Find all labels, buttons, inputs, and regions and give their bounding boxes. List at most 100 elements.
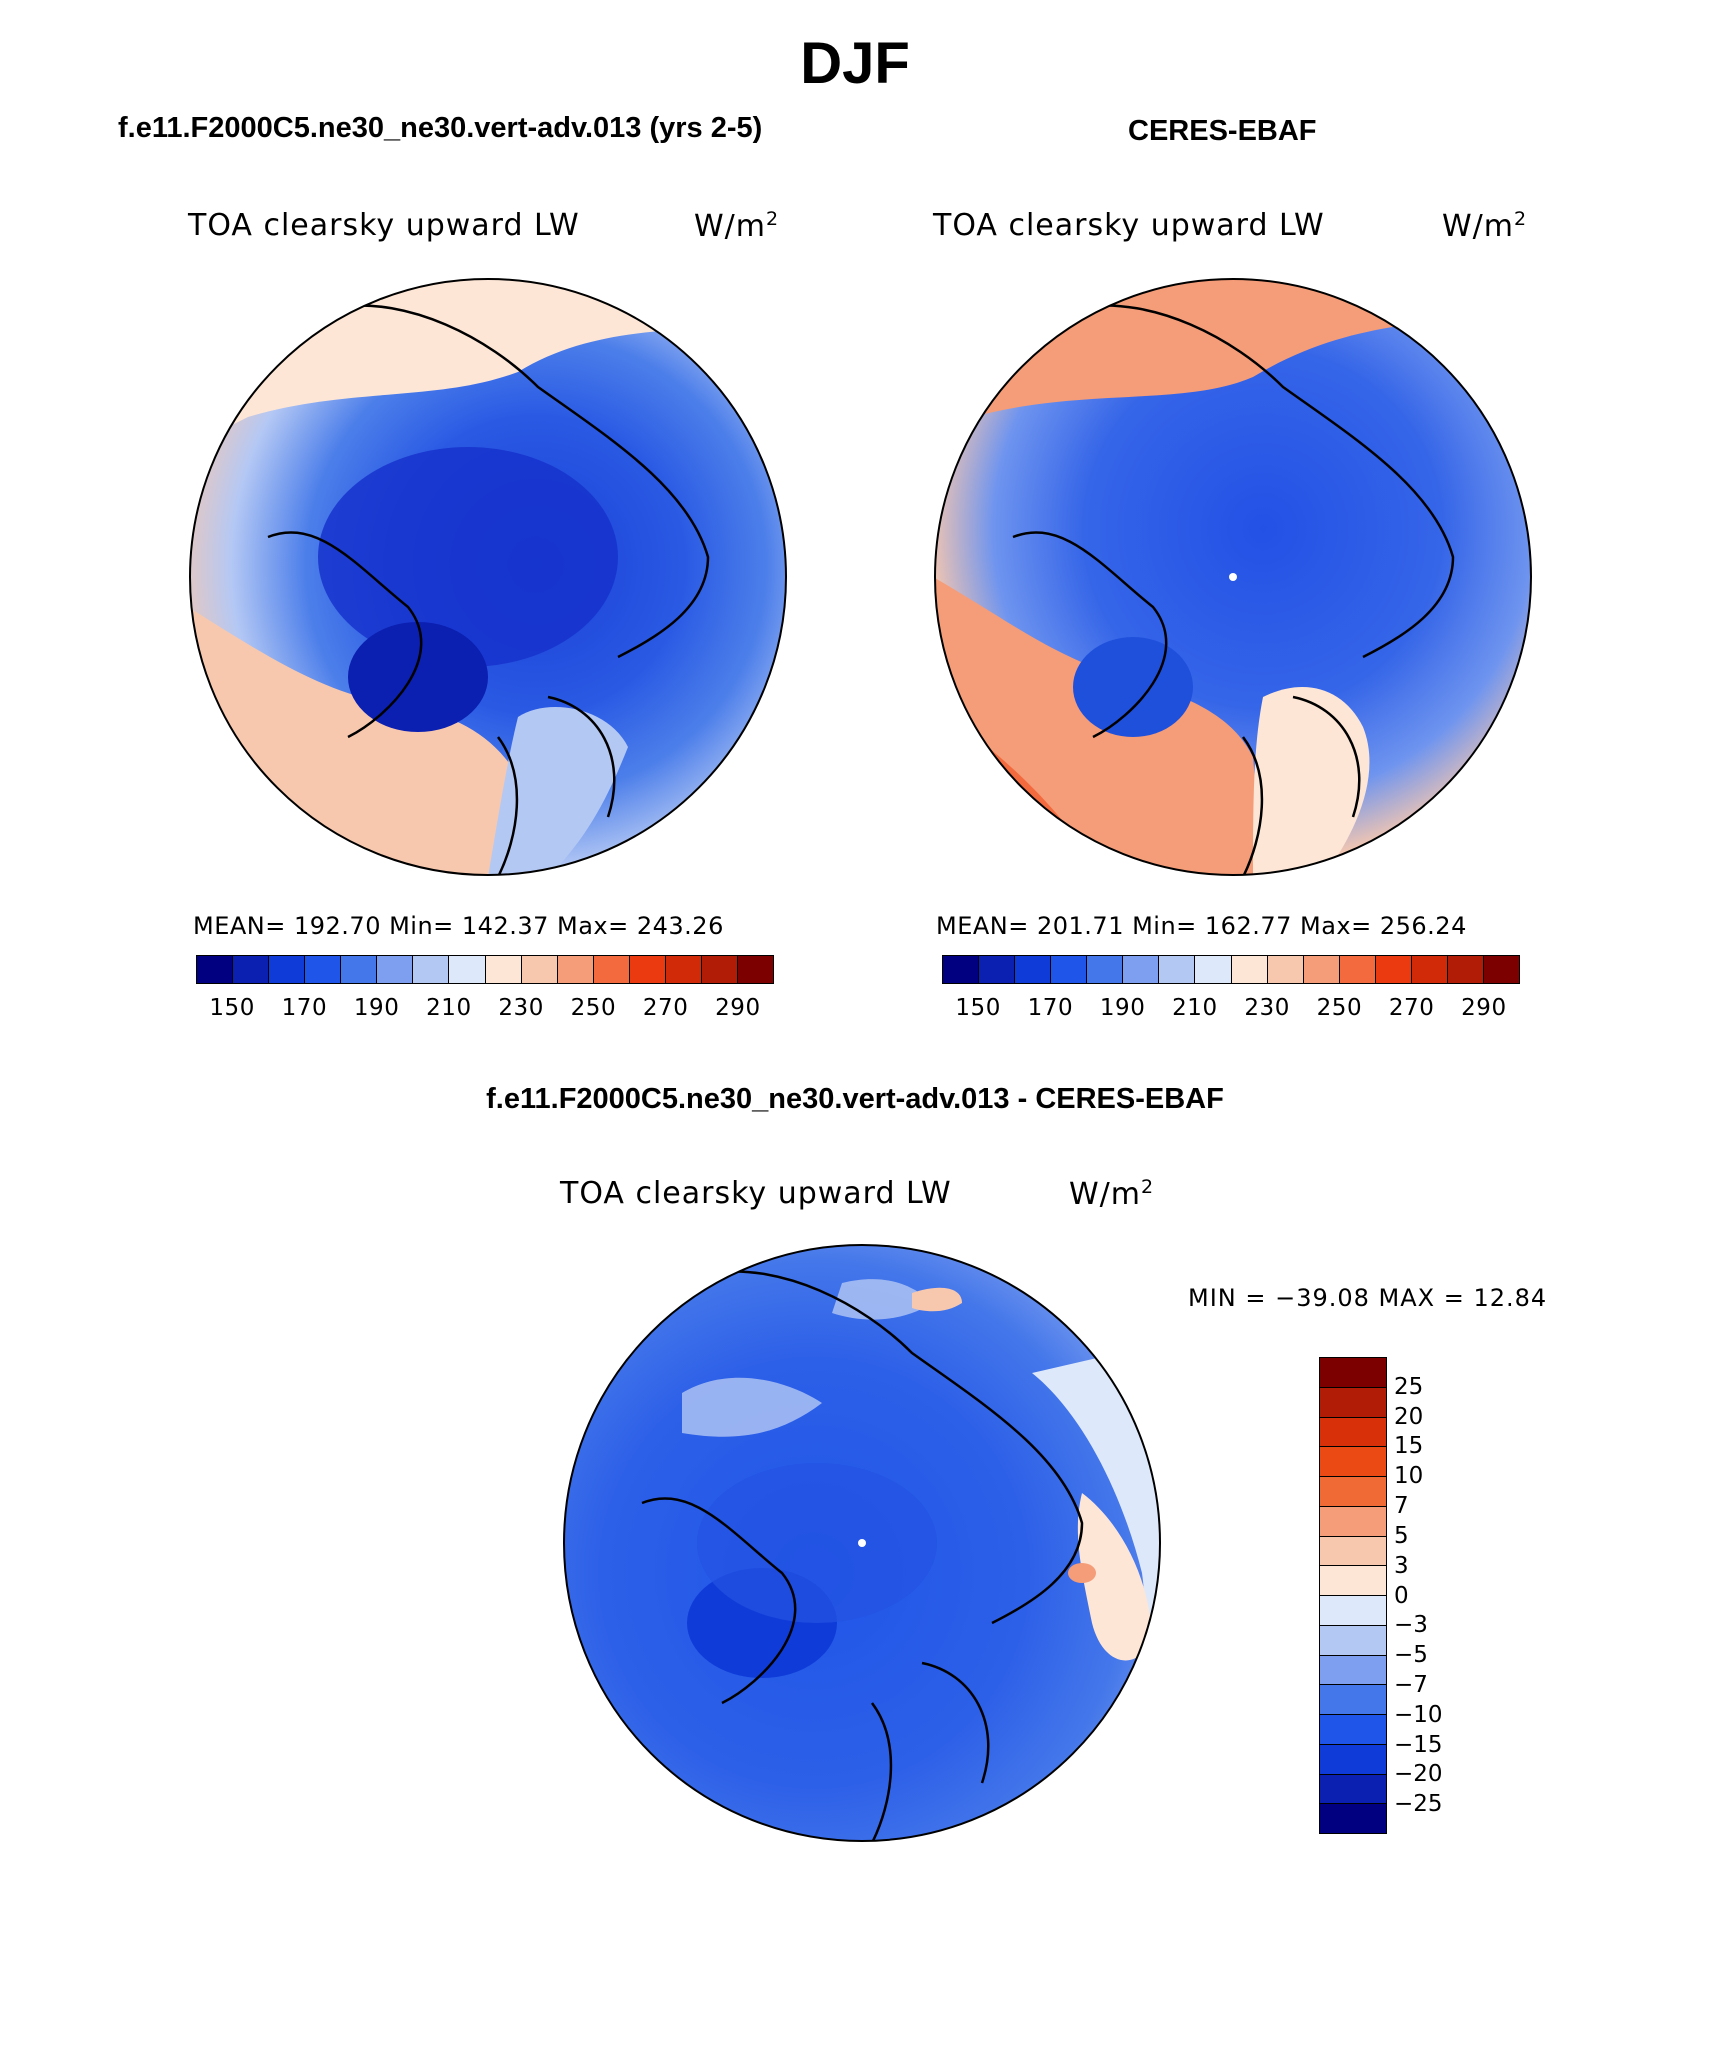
diff-colorbar-cell — [1320, 1685, 1386, 1715]
obs-colorbar-tick-label: 150 — [955, 995, 1001, 1021]
obs-colorbar-cell — [1015, 956, 1052, 983]
model-colorbar-cell — [341, 956, 378, 983]
diff-polar-map — [563, 1244, 1161, 1842]
obs-variable-label: TOA clearsky upward LW — [933, 208, 1325, 243]
model-unit-label: W/m2 — [694, 208, 780, 244]
model-colorbar-cell — [737, 956, 773, 983]
diff-colorbar-tick-label: 15 — [1394, 1433, 1424, 1460]
obs-colorbar-cell — [1483, 956, 1519, 983]
diff-east-warm-region — [1077, 1493, 1152, 1661]
diff-panel-title: f.e11.F2000C5.ne30_ne30.vert-adv.013 - C… — [486, 1083, 1224, 1115]
diff-colorbar-ticks: 25 20 15 10 7 5 3 0 −3 −5 −7 −10 −15 −20 −25 — [1394, 1357, 1484, 1834]
obs-colorbar-cell — [1339, 956, 1376, 983]
model-map-border — [189, 278, 787, 876]
obs-colorbar-cell — [979, 956, 1016, 983]
model-colorbar-ticks: 150 170 190 210 230 250 270 290 — [196, 995, 774, 1025]
model-colorbar-cell — [557, 956, 594, 983]
obs-map-border — [934, 278, 1532, 876]
model-stats: MEAN= 192.70 Min= 142.37 Max= 243.26 — [193, 912, 724, 940]
obs-stats: MEAN= 201.71 Min= 162.77 Max= 256.24 — [936, 912, 1467, 940]
obs-coastlines — [1012, 304, 1455, 875]
diff-east-near-zero-region — [1032, 1343, 1160, 1763]
diff-colorbar-cell — [1320, 1625, 1386, 1656]
diff-colorbar-tick-label: 5 — [1394, 1522, 1409, 1549]
obs-colorbar-cell — [1411, 956, 1448, 983]
obs-unit-label: W/m2 — [1442, 208, 1528, 244]
model-colorbar-tick-label: 170 — [281, 995, 328, 1021]
obs-panel-title: CERES-EBAF — [1128, 115, 1317, 147]
obs-colorbar-ticks: 150 170 190 210 230 250 270 290 — [942, 995, 1520, 1025]
model-greenland-cold — [348, 622, 488, 732]
diff-warm-spot — [1068, 1563, 1096, 1583]
model-colorbar-tick-label: 250 — [570, 995, 617, 1021]
model-colorbar-tick-label: 290 — [715, 995, 761, 1021]
model-colorbar-cell — [377, 956, 414, 983]
obs-colorbar-cell — [1231, 956, 1268, 983]
diff-colorbar-cell — [1320, 1506, 1386, 1537]
obs-colorbar — [942, 955, 1520, 984]
diff-variable-label: TOA clearsky upward LW — [560, 1176, 952, 1211]
model-cold-core — [318, 447, 618, 667]
diff-colorbar-cell — [1320, 1536, 1386, 1567]
model-colorbar-cell — [593, 956, 630, 983]
diff-colorbar-cell — [1320, 1774, 1386, 1805]
diff-colorbar-tick-label: 20 — [1394, 1403, 1424, 1430]
diff-colorbar-tick-label: −5 — [1394, 1642, 1428, 1669]
model-colorbar-cell — [521, 956, 558, 983]
model-colorbar-cell — [197, 956, 234, 983]
obs-colorbar-cell — [1303, 956, 1340, 983]
model-variable-label: TOA clearsky upward LW — [188, 208, 580, 243]
model-colorbar-cell — [701, 956, 738, 983]
diff-colorbar-tick-label: 10 — [1394, 1463, 1424, 1490]
diff-colorbar-cell — [1320, 1596, 1386, 1626]
model-colorbar-cell — [233, 956, 270, 983]
diff-coastlines — [641, 1270, 1084, 1841]
obs-colorbar-cell — [1267, 956, 1304, 983]
diff-light-patch-west — [682, 1377, 822, 1437]
diff-colorbar-tick-label: −10 — [1394, 1701, 1443, 1728]
obs-colorbar-cell — [1195, 956, 1232, 983]
diff-unit-label: W/m2 — [1069, 1176, 1155, 1212]
obs-colorbar-tick-label: 230 — [1244, 995, 1290, 1021]
diff-colorbar-tick-label: 0 — [1394, 1582, 1409, 1609]
obs-greenland-region — [1073, 637, 1193, 737]
model-coastlines — [267, 304, 710, 875]
diff-colorbar-tick-label: −25 — [1394, 1791, 1443, 1818]
model-colorbar-cell — [665, 956, 702, 983]
diff-map-border — [563, 1244, 1161, 1842]
diff-colorbar-tick-label: −3 — [1394, 1612, 1428, 1639]
model-colorbar-tick-label: 150 — [209, 995, 255, 1021]
model-colorbar-cell — [485, 956, 522, 983]
obs-colorbar-cell — [1447, 956, 1484, 983]
figure-title: DJF — [800, 31, 910, 96]
diff-colorbar-tick-label: 7 — [1394, 1493, 1409, 1520]
model-colorbar-tick-label: 230 — [498, 995, 544, 1021]
diff-colorbar-cell — [1320, 1655, 1386, 1686]
diff-colorbar-cell — [1320, 1744, 1386, 1775]
diff-colorbar-cell — [1320, 1447, 1386, 1477]
obs-colorbar-tick-label: 190 — [1099, 995, 1146, 1021]
diff-colorbar-cell — [1320, 1715, 1386, 1745]
diff-colorbar — [1319, 1357, 1387, 1834]
model-colorbar-cell — [629, 956, 666, 983]
obs-scandinavia-region — [1253, 687, 1370, 875]
diff-colorbar-cell — [1320, 1387, 1386, 1418]
diff-colorbar-cell — [1320, 1358, 1386, 1388]
model-colorbar — [196, 955, 774, 984]
obs-colorbar-cell — [1375, 956, 1412, 983]
model-scandinavia-region — [488, 707, 628, 875]
diff-colorbar-tick-label: 25 — [1394, 1373, 1424, 1400]
model-colorbar-cell — [305, 956, 342, 983]
model-colorbar-tick-label: 190 — [353, 995, 400, 1021]
obs-colorbar-tick-label: 250 — [1316, 995, 1363, 1021]
obs-colorbar-tick-label: 290 — [1461, 995, 1507, 1021]
obs-colorbar-cell — [1051, 956, 1088, 983]
diff-colorbar-cell — [1320, 1566, 1386, 1596]
model-colorbar-cell — [449, 956, 486, 983]
diff-colorbar-cell — [1320, 1477, 1386, 1507]
model-colorbar-tick-label: 210 — [426, 995, 472, 1021]
obs-colorbar-cell — [943, 956, 980, 983]
diff-colorbar-tick-label: 3 — [1394, 1552, 1409, 1579]
model-colorbar-cell — [413, 956, 450, 983]
diff-colorbar-tick-label: −7 — [1394, 1671, 1428, 1698]
